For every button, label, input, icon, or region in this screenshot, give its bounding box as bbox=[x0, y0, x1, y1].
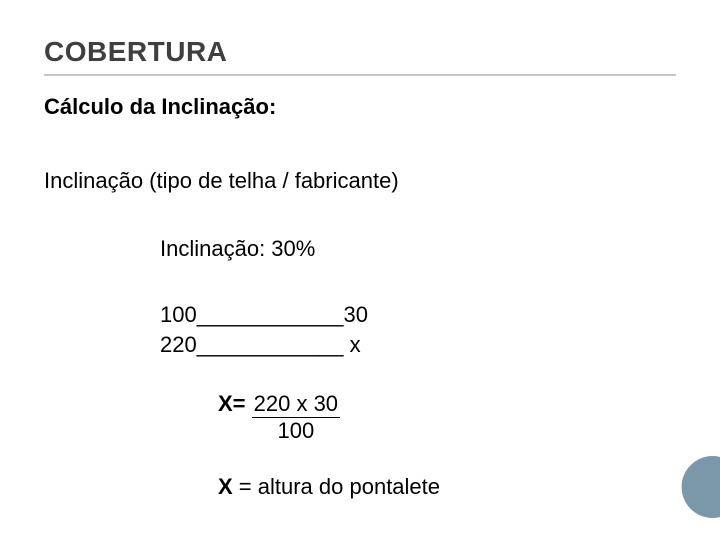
slide: COBERTURA Cálculo da Inclinação: Inclina… bbox=[0, 0, 720, 540]
slide-title: COBERTURA bbox=[44, 36, 676, 68]
text-inclination-value: Inclinação: 30% bbox=[160, 236, 676, 262]
result-line: X = altura do pontalete bbox=[218, 474, 676, 500]
title-underline bbox=[44, 74, 676, 76]
indented-content: Inclinação: 30% 100____________30 220___… bbox=[160, 236, 676, 500]
formula-x-label: X= bbox=[218, 391, 252, 416]
result-x-label: X bbox=[218, 474, 239, 499]
result-text: = altura do pontalete bbox=[239, 474, 440, 499]
formula-fraction: 220 x 30 100 bbox=[252, 391, 340, 444]
formula-denominator: 100 bbox=[252, 418, 340, 444]
formula: X= 220 x 30 100 bbox=[218, 391, 676, 444]
ratio-proportion: 100____________30 220____________ x bbox=[160, 300, 676, 359]
slide-subtitle: Cálculo da Inclinação: bbox=[44, 94, 676, 120]
decorative-circle-icon bbox=[682, 456, 720, 518]
text-line-1: Inclinação (tipo de telha / fabricante) bbox=[44, 168, 676, 194]
formula-numerator: 220 x 30 bbox=[252, 391, 340, 418]
